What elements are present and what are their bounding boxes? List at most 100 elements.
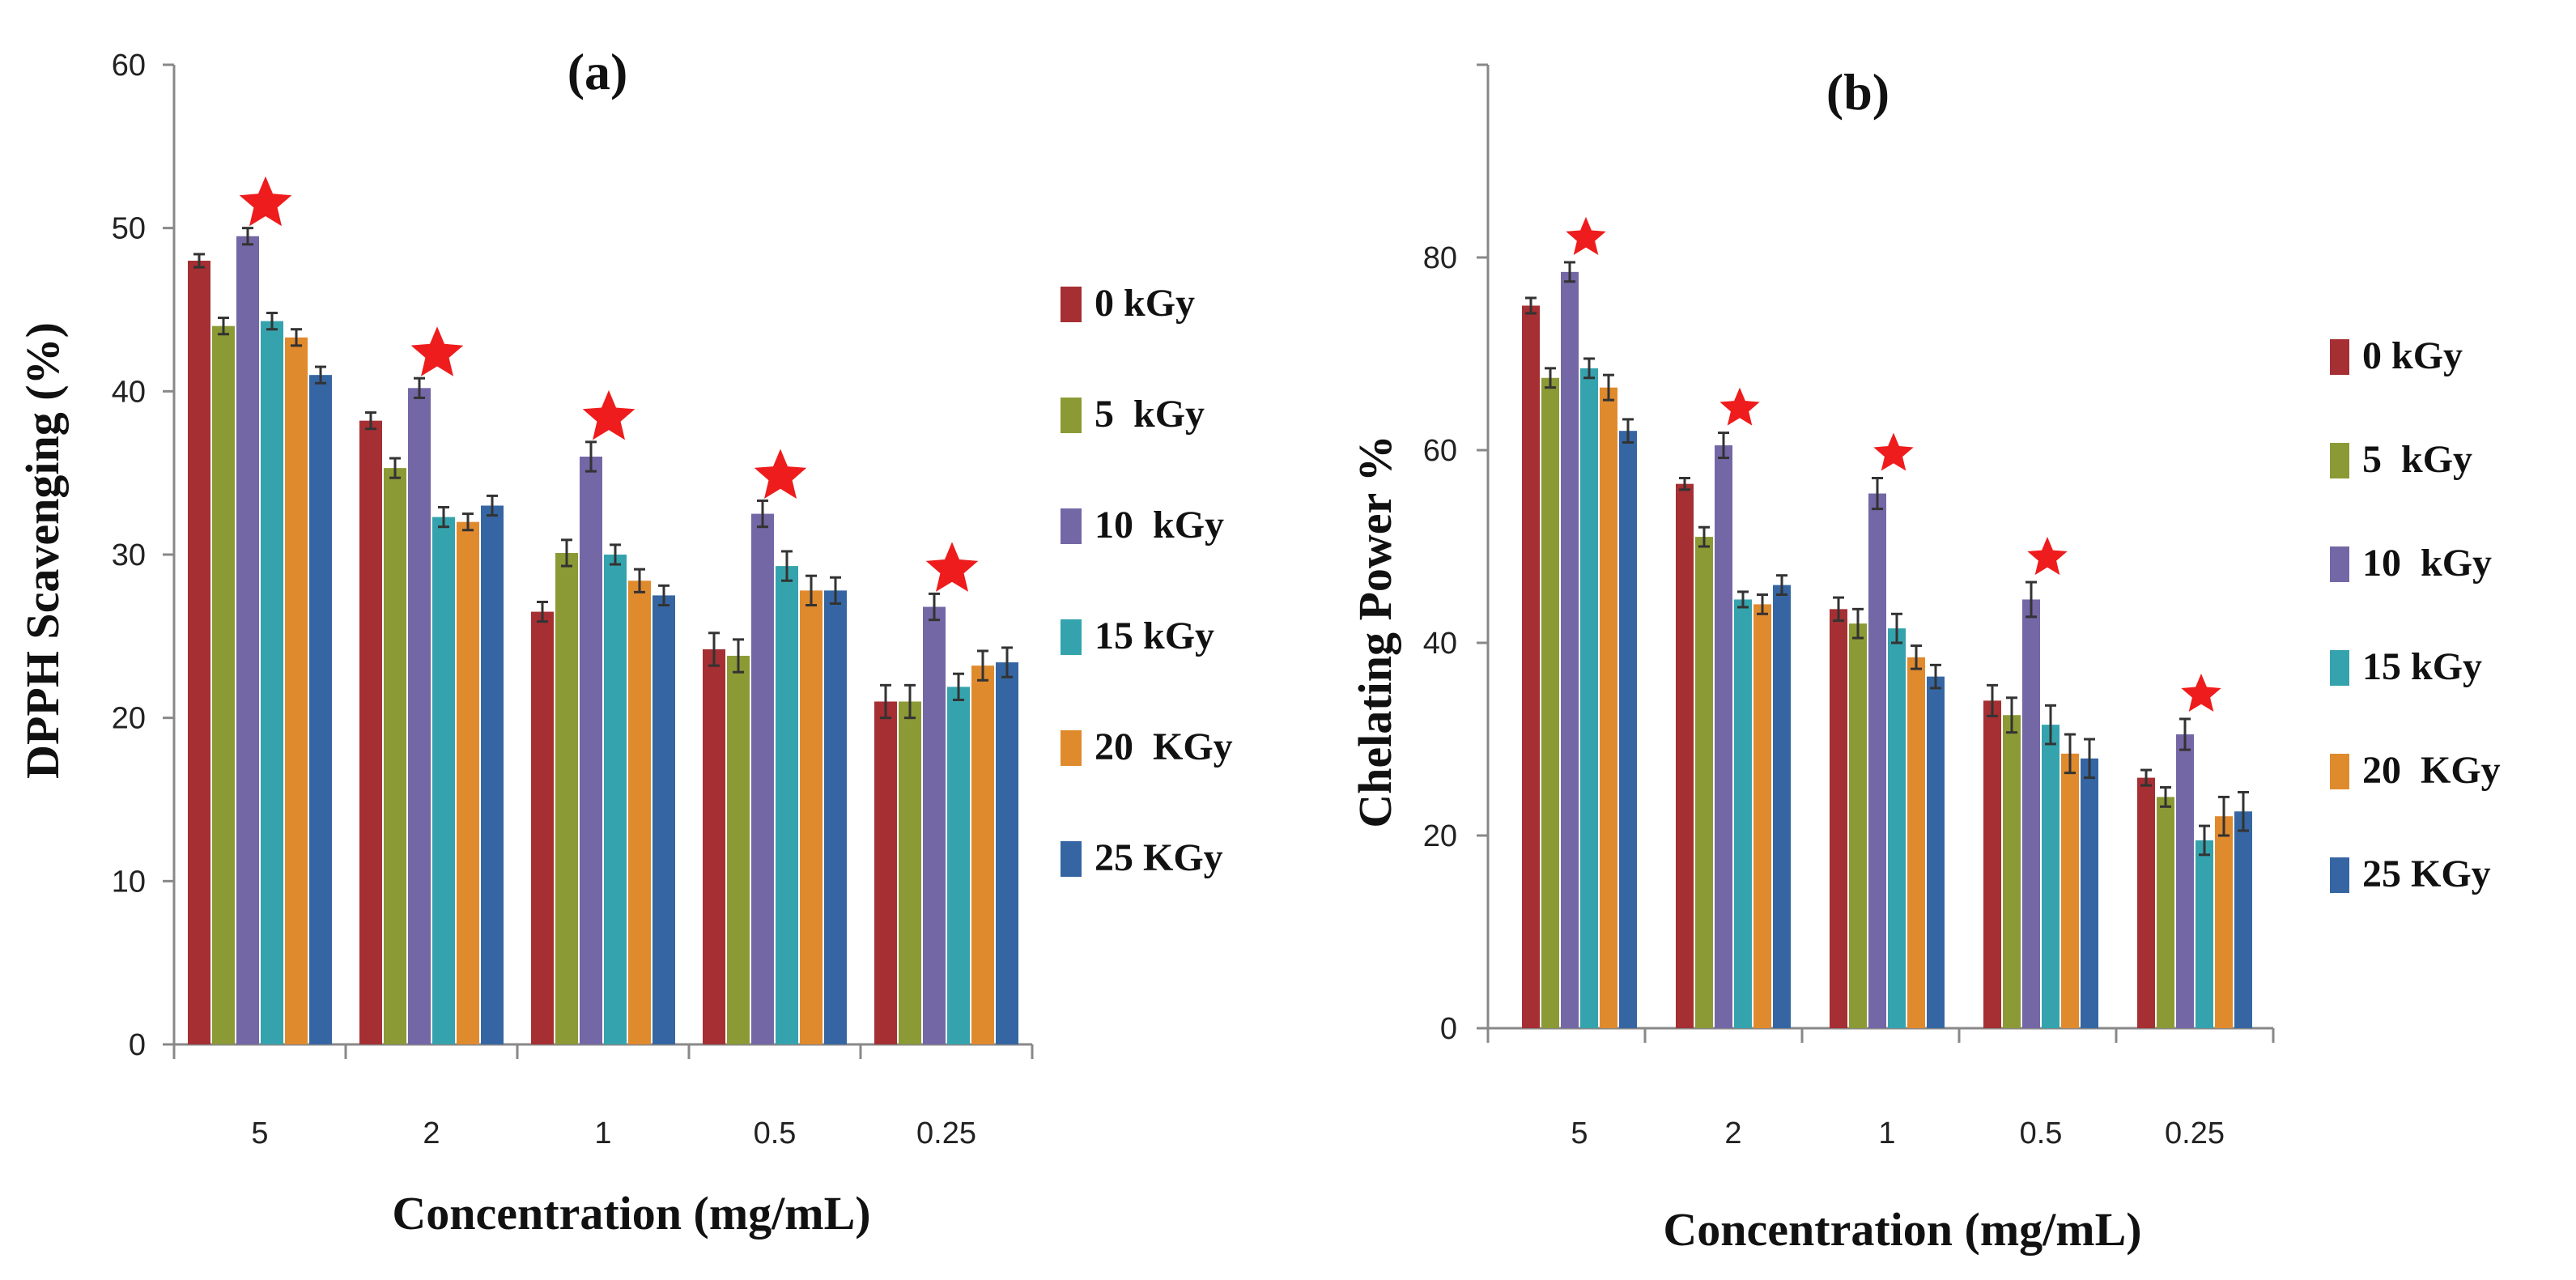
legend-label: 25 KGy bbox=[2362, 853, 2491, 895]
legend-swatch bbox=[2330, 754, 2349, 789]
bar-0.25-5kGy bbox=[899, 701, 921, 1044]
significance-star bbox=[2027, 537, 2068, 576]
bar-2-10kGy bbox=[1715, 445, 1732, 1028]
bar-0.5-5kGy bbox=[727, 656, 750, 1044]
y-tick-label: 30 bbox=[112, 538, 146, 572]
bar-2-5kGy bbox=[1695, 537, 1713, 1028]
bar-0.25-20KGy bbox=[971, 666, 994, 1044]
panel-a: (a) Concentration (mg/mL) DPPH Scavengin… bbox=[16, 43, 1233, 1240]
legend-label: 5 kGy bbox=[1095, 393, 1205, 436]
bar-2-25KGy bbox=[481, 505, 504, 1044]
y-tick-label: 60 bbox=[1423, 434, 1457, 468]
bar-0.25-5kGy bbox=[2157, 797, 2174, 1028]
bar-2-0kGy bbox=[1676, 483, 1694, 1028]
legend-swatch bbox=[2330, 546, 2349, 582]
significance-star bbox=[582, 389, 635, 440]
x-tick-label: 2 bbox=[1724, 1116, 1741, 1150]
bar-2-20KGy bbox=[457, 521, 479, 1044]
legend-swatch bbox=[2330, 339, 2349, 375]
legend-swatch bbox=[1061, 619, 1082, 655]
bar-0.25-25KGy bbox=[2234, 811, 2252, 1028]
x-tick-label: 5 bbox=[1571, 1116, 1588, 1150]
bar-0.5-0kGy bbox=[703, 649, 725, 1044]
legend-swatch bbox=[1061, 398, 1082, 433]
bar-5-0kGy bbox=[1522, 305, 1540, 1028]
legend-label: 25 KGy bbox=[1095, 836, 1223, 879]
legend-label: 10 kGy bbox=[1095, 504, 1224, 546]
bar-0.5-0kGy bbox=[1983, 700, 2001, 1028]
bar-1-20KGy bbox=[1907, 657, 1925, 1028]
bar-1-25KGy bbox=[653, 595, 675, 1044]
legend-label: 15 kGy bbox=[1095, 614, 1214, 657]
bar-2-10kGy bbox=[408, 388, 431, 1044]
x-tick-label: 0.5 bbox=[754, 1116, 797, 1150]
bar-0.25-15kGy bbox=[2196, 840, 2213, 1028]
x-tick-label: 0.5 bbox=[2020, 1116, 2063, 1150]
y-tick-label: 50 bbox=[112, 212, 146, 246]
bar-0.25-0kGy bbox=[874, 701, 897, 1044]
y-axis-title-a: DPPH Scavenging (%) bbox=[16, 322, 69, 779]
bar-0.25-10kGy bbox=[923, 606, 946, 1044]
legend-swatch bbox=[1061, 841, 1082, 877]
bar-1-0kGy bbox=[531, 611, 554, 1044]
legend-swatch bbox=[1061, 730, 1082, 766]
legend-label: 20 KGy bbox=[2362, 749, 2501, 792]
x-tick-label: 2 bbox=[423, 1116, 440, 1150]
panel-label-a: (a) bbox=[567, 43, 628, 100]
y-tick-label: 0 bbox=[1440, 1012, 1457, 1046]
bar-5-15kGy bbox=[261, 321, 283, 1044]
panel-b: (b) Concentration (mg/mL) Chelating Powe… bbox=[1349, 63, 2501, 1256]
bar-1-15kGy bbox=[604, 555, 627, 1044]
bar-1-15kGy bbox=[1888, 628, 1906, 1028]
bar-1-0kGy bbox=[1830, 609, 1847, 1028]
bar-2-15kGy bbox=[432, 517, 455, 1044]
bar-5-5kGy bbox=[212, 325, 235, 1045]
panel-label-b: (b) bbox=[1826, 63, 1889, 121]
legend-swatch bbox=[1061, 508, 1082, 544]
legend-swatch bbox=[1061, 287, 1082, 322]
bar-5-15kGy bbox=[1580, 368, 1598, 1029]
bar-0.5-20KGy bbox=[800, 590, 823, 1044]
bar-0.5-10kGy bbox=[751, 513, 774, 1044]
x-axis-title-b: Concentration (mg/mL) bbox=[1663, 1203, 2141, 1256]
y-tick-label: 0 bbox=[129, 1028, 146, 1062]
y-axis-title-b: Chelating Power % bbox=[1349, 435, 1401, 827]
bar-1-5kGy bbox=[555, 552, 578, 1044]
bar-0.5-15kGy bbox=[2042, 725, 2060, 1028]
legend-swatch bbox=[2330, 857, 2349, 893]
significance-star bbox=[239, 176, 292, 227]
bar-0.5-5kGy bbox=[2003, 715, 2021, 1028]
bar-0.25-0kGy bbox=[2137, 777, 2155, 1028]
bar-2-5kGy bbox=[384, 468, 406, 1044]
significance-star bbox=[410, 326, 464, 376]
legend-label: 20 KGy bbox=[1095, 725, 1233, 768]
legend-label: 5 kGy bbox=[2362, 438, 2472, 481]
legend-label: 0 kGy bbox=[2362, 334, 2463, 377]
y-tick-label: 80 bbox=[1423, 241, 1457, 275]
x-axis-title-a: Concentration (mg/mL) bbox=[392, 1187, 870, 1240]
bar-0.5-20KGy bbox=[2061, 753, 2079, 1028]
bar-1-10kGy bbox=[1868, 493, 1886, 1028]
y-tick-label: 10 bbox=[112, 865, 146, 899]
legend-swatch bbox=[2330, 443, 2349, 478]
bar-2-20KGy bbox=[1753, 604, 1771, 1028]
bar-5-25KGy bbox=[309, 375, 332, 1045]
bar-0.25-25KGy bbox=[996, 662, 1018, 1044]
significance-star bbox=[2181, 674, 2221, 712]
bar-0.5-10kGy bbox=[2022, 599, 2040, 1028]
bar-1-5kGy bbox=[1849, 623, 1867, 1028]
x-tick-label: 1 bbox=[1878, 1116, 1895, 1150]
bar-1-20KGy bbox=[628, 580, 651, 1044]
legend-label: 0 kGy bbox=[1095, 282, 1195, 325]
significance-star bbox=[1873, 432, 1914, 471]
significance-star bbox=[1566, 216, 1606, 255]
y-tick-label: 40 bbox=[1423, 627, 1457, 661]
bar-5-20KGy bbox=[285, 337, 308, 1044]
bar-1-25KGy bbox=[1927, 676, 1945, 1028]
x-tick-label: 1 bbox=[594, 1116, 611, 1150]
bar-2-25KGy bbox=[1773, 585, 1791, 1028]
significance-star bbox=[1719, 387, 1760, 426]
bar-5-10kGy bbox=[236, 236, 259, 1044]
bar-1-10kGy bbox=[580, 457, 602, 1044]
